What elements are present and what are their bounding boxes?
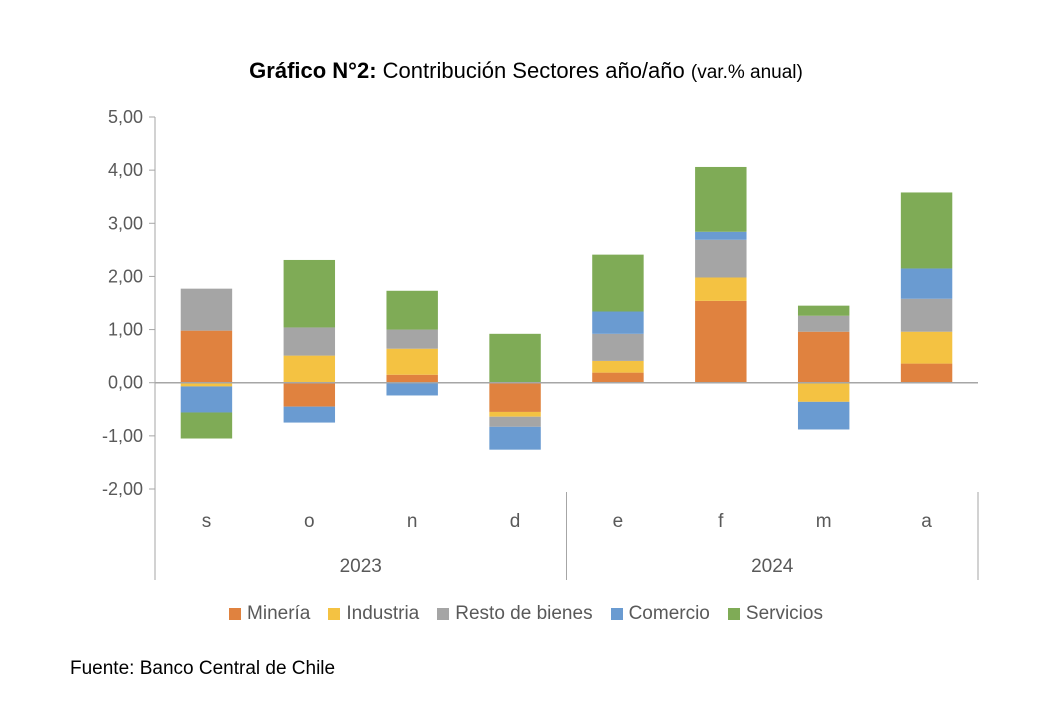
legend-item: Minería xyxy=(229,603,310,625)
x-category-label: e xyxy=(613,511,624,532)
bar-segment xyxy=(489,416,541,427)
bar-segment xyxy=(180,412,233,439)
chart-plot: 5,00 4,00 3,00 2,00 1,00 0,00 -1,00 -2,00 s o n d e f… xyxy=(102,107,979,580)
bar-segment xyxy=(592,311,644,334)
y-tick-label: 0,00 xyxy=(108,373,143,393)
bar-segment xyxy=(900,363,953,383)
bar-segment xyxy=(386,374,438,383)
bar-segment xyxy=(283,406,336,423)
bar-segment xyxy=(695,239,747,278)
bar-segment xyxy=(592,372,644,383)
legend-item: Comercio xyxy=(610,603,710,625)
x-category-label: s xyxy=(202,511,212,532)
legend-item: Resto de bienes xyxy=(437,603,593,625)
y-tick-label: -1,00 xyxy=(102,426,143,446)
bar-segment xyxy=(900,268,953,299)
x-category-label: o xyxy=(304,511,315,532)
legend-label: Servicios xyxy=(745,603,823,624)
x-group-label: 2023 xyxy=(340,556,382,577)
bar-segment xyxy=(386,329,438,349)
bar-segment xyxy=(386,290,438,330)
bar-segment xyxy=(386,382,438,396)
bar-segment xyxy=(797,401,850,430)
x-group-label: 2024 xyxy=(751,556,794,577)
bar-segment xyxy=(900,331,953,364)
bar-segment xyxy=(797,305,850,316)
bar-segment xyxy=(900,298,953,332)
chart-title-suffix: (var.% anual) xyxy=(690,62,803,83)
x-category-label: m xyxy=(816,511,832,532)
bar-segment xyxy=(180,288,233,331)
legend-swatch xyxy=(229,608,242,620)
legend-swatch xyxy=(727,608,740,620)
legend-label: Comercio xyxy=(628,603,710,624)
bar-segment xyxy=(283,259,336,328)
bar-segment xyxy=(592,254,644,312)
bar-segment xyxy=(695,166,747,232)
y-tick-label: 2,00 xyxy=(108,266,143,286)
x-category-label: f xyxy=(718,511,724,532)
y-tick-label: 5,00 xyxy=(108,107,143,127)
bar-segment xyxy=(900,192,953,269)
chart-legend: Minería Industria Resto de bienes Comercio S… xyxy=(0,603,1052,625)
chart-title-bold: Gráfico N°2: xyxy=(249,58,377,83)
bar-segment xyxy=(386,348,438,375)
y-tick-label: -2,00 xyxy=(102,479,143,499)
legend-label: Resto de bienes xyxy=(455,603,593,624)
legend-item: Industria xyxy=(328,603,419,625)
legend-swatch xyxy=(437,608,450,620)
y-tick-label: 1,00 xyxy=(108,320,143,340)
legend-label: Minería xyxy=(247,603,311,624)
bar-segment xyxy=(695,231,747,240)
y-tick-label: 4,00 xyxy=(108,160,143,180)
legend-label: Industria xyxy=(346,603,420,624)
source-note: Fuente: Banco Central de Chile xyxy=(70,658,336,679)
bar-segment xyxy=(489,411,541,417)
chart-title-main: Contribución Sectores año/año xyxy=(382,58,685,83)
bar-segment xyxy=(592,360,644,373)
bar-segment xyxy=(180,330,233,383)
x-category-label: a xyxy=(921,511,932,532)
bar-segment xyxy=(797,315,850,332)
bar-segment xyxy=(283,355,336,383)
legend-item: Servicios xyxy=(727,603,823,625)
x-category-label: d xyxy=(510,511,521,532)
bar-segment xyxy=(592,333,644,361)
bar-segment xyxy=(695,300,747,383)
bar-segment xyxy=(489,333,541,383)
legend-swatch xyxy=(328,608,341,620)
x-category-label: n xyxy=(407,511,418,532)
legend-swatch xyxy=(610,608,623,620)
chart-title: Gráfico N°2: Contribución Sectores año/a… xyxy=(0,58,1052,84)
bar-segment xyxy=(180,382,233,387)
bar-segment xyxy=(180,386,233,413)
bar-segment xyxy=(283,382,336,407)
bar-segment xyxy=(489,382,541,412)
bar-segment xyxy=(797,382,850,402)
bar-segment xyxy=(283,327,336,356)
y-tick-label: 3,00 xyxy=(108,213,143,233)
bar-segment xyxy=(489,426,541,450)
bar-segment xyxy=(797,331,850,383)
bar-segment xyxy=(695,277,747,301)
